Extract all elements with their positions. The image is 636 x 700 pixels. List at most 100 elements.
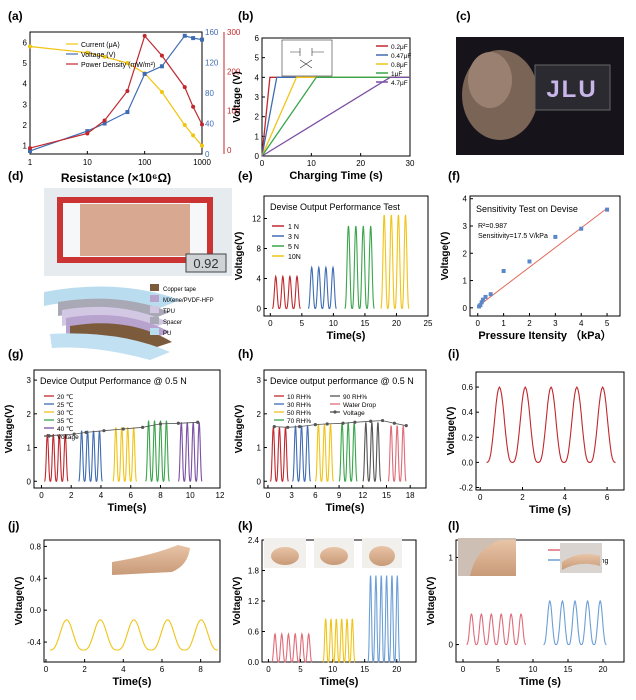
- y-tick-label: 4: [23, 80, 28, 89]
- x-tick-label: 6: [160, 665, 165, 674]
- x-tick-label: 4: [121, 665, 126, 674]
- y-tick-label: 2.4: [248, 536, 260, 545]
- x-tick-label: 12: [358, 491, 367, 500]
- chart-title: Sensitivity Test on Devise: [476, 204, 578, 214]
- y-tick-label: 0: [463, 304, 468, 313]
- trend-point: [176, 421, 180, 425]
- series-line: [261, 76, 410, 157]
- y-tick-label: 2: [255, 113, 260, 122]
- trend-point: [313, 423, 317, 427]
- x-tick-label: 25: [424, 319, 433, 328]
- legend-label: 0.47μF: [391, 53, 411, 60]
- x-tick-label: 10: [329, 319, 338, 328]
- x-axis-label: Time(s): [113, 676, 152, 688]
- trend-point: [392, 421, 396, 425]
- y-tick-label: 2: [463, 249, 468, 258]
- x-axis-label: Time (s): [529, 504, 571, 516]
- data-point: [125, 89, 130, 94]
- y-axis-label: Voltage(V): [232, 577, 243, 626]
- panel-letter: (g): [8, 347, 23, 361]
- trend-point: [196, 420, 200, 424]
- series-line: [367, 575, 401, 663]
- x-tick-label: 3: [289, 491, 294, 500]
- legend-label: 5 N: [288, 244, 299, 251]
- x-tick-label: 100: [138, 158, 152, 167]
- series-line: [307, 265, 337, 310]
- x-tick-label: 20: [356, 159, 365, 168]
- y-tick-label: 2: [27, 410, 32, 419]
- panel-letter: (f): [448, 169, 460, 183]
- trend-point: [158, 422, 163, 426]
- series-line: [261, 76, 410, 157]
- y-tick-label: 3: [27, 376, 32, 385]
- legend-label: 30 RH%: [287, 402, 311, 409]
- layer-label: Copper tape: [163, 287, 197, 293]
- photo-d-device: 0.92: [44, 188, 232, 276]
- chart-title: Devise Output Performance Test: [270, 202, 400, 212]
- trend-point: [141, 425, 145, 429]
- y-axis-label: Voltage(V): [14, 577, 25, 626]
- y-tick-label: 0: [205, 150, 210, 159]
- legend-label: Current (μA): [81, 42, 120, 49]
- x-tick-label: 0: [476, 319, 481, 328]
- fit-line: [477, 207, 608, 307]
- panel-letter: (h): [238, 347, 253, 361]
- annotation: R²=0.987: [478, 223, 507, 230]
- series-line: [269, 427, 289, 483]
- trend-point: [380, 418, 385, 423]
- series-line: [315, 423, 334, 483]
- y-tick-label: 1: [257, 444, 262, 453]
- y-axis-label: Voltage(V): [234, 232, 245, 281]
- panel-letters: (a) (b) (c) (d) (e) (f) (g) (h) (i) (j) (k) (l): [8, 9, 471, 533]
- x-tick-label: 15: [382, 491, 391, 500]
- layer-label: MXene/PVDF-HFP: [163, 298, 214, 304]
- x-tick-label: 8: [198, 665, 203, 674]
- x-tick-label: 6: [128, 491, 133, 500]
- data-point: [159, 53, 164, 58]
- x-tick-label: 1: [501, 319, 506, 328]
- photo-l-neck: [458, 538, 516, 576]
- photo-k-hands: [264, 538, 402, 568]
- y-tick-label: 0: [257, 477, 262, 486]
- trend-point: [297, 425, 302, 429]
- legend-label: 40 ℃: [57, 425, 73, 433]
- data-point: [182, 33, 187, 38]
- y-tick-label: 300: [227, 28, 241, 37]
- x-tick-label: 0: [260, 159, 265, 168]
- data-point: [102, 118, 107, 123]
- y-tick-label: 80: [205, 89, 214, 98]
- y-tick-label: 0: [257, 305, 262, 314]
- panel-letter: (j): [8, 519, 19, 533]
- data-point: [191, 36, 196, 41]
- chart-i-finger: 0 2 4 6 -0.2 0.0 0.2 0.4 0.6 Time (s) Voltage(V): [446, 371, 625, 516]
- layer-swatch: [150, 295, 159, 302]
- x-tick-label: 3: [553, 319, 558, 328]
- diagram-d-layers: Copper tape MXene/PVDF-HFP TPU Spacer PU: [44, 284, 214, 360]
- chart-j-elbow: 0 2 4 6 8 -0.4 0.0 0.4 0.8 Time(s) Voltage(V): [14, 539, 221, 688]
- data-point: [478, 303, 483, 308]
- series-line: [362, 422, 382, 483]
- panel-letter: (e): [238, 169, 253, 183]
- x-tick-label: 8: [158, 491, 163, 500]
- series-line: [271, 632, 313, 663]
- data-point: [28, 148, 32, 153]
- y-tick-label: 3: [255, 93, 260, 102]
- x-tick-label: 2: [69, 491, 74, 500]
- y-tick-label: 1: [23, 142, 28, 151]
- y-tick-label: 0: [27, 477, 32, 486]
- y-tick-label: 40: [205, 120, 214, 129]
- x-tick-label: 6: [313, 491, 318, 500]
- trend-point: [353, 420, 357, 424]
- layer-label: PU: [163, 331, 171, 337]
- series-line: [49, 619, 219, 651]
- series-line: [29, 34, 203, 149]
- series-line: [272, 274, 301, 310]
- y-tick-label: 3: [23, 100, 28, 109]
- layer-label: Spacer: [163, 320, 182, 326]
- series-line: [112, 427, 138, 483]
- layer-swatch: [150, 306, 159, 313]
- y-tick-label: 1: [449, 553, 454, 562]
- series-line: [486, 385, 616, 463]
- x-tick-label: 0: [268, 319, 273, 328]
- x-tick-label: 0: [44, 665, 49, 674]
